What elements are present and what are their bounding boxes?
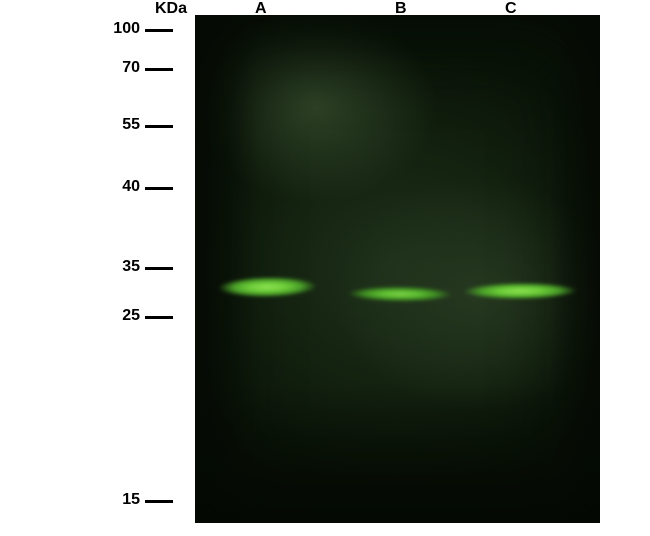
band-lane-a — [215, 275, 320, 299]
western-blot-figure: KDa A B C 100 70 55 40 35 25 15 — [0, 0, 650, 536]
mw-label-70: 70 — [100, 59, 140, 77]
mw-tick-70 — [145, 68, 173, 71]
mw-label-40: 40 — [100, 178, 140, 196]
mw-tick-25 — [145, 316, 173, 319]
mw-label-55: 55 — [100, 116, 140, 134]
mw-label-25: 25 — [100, 307, 140, 325]
mw-label-15: 15 — [100, 491, 140, 509]
mw-tick-100 — [145, 29, 173, 32]
mw-tick-35 — [145, 267, 173, 270]
mw-label-100: 100 — [100, 20, 140, 38]
unit-label: KDa — [155, 0, 187, 18]
mw-label-35: 35 — [100, 258, 140, 276]
mw-tick-55 — [145, 125, 173, 128]
blot-shadow-bottom — [195, 383, 600, 523]
mw-tick-15 — [145, 500, 173, 503]
mw-tick-40 — [145, 187, 173, 190]
blot-membrane — [195, 15, 600, 523]
band-lane-b — [345, 286, 455, 303]
